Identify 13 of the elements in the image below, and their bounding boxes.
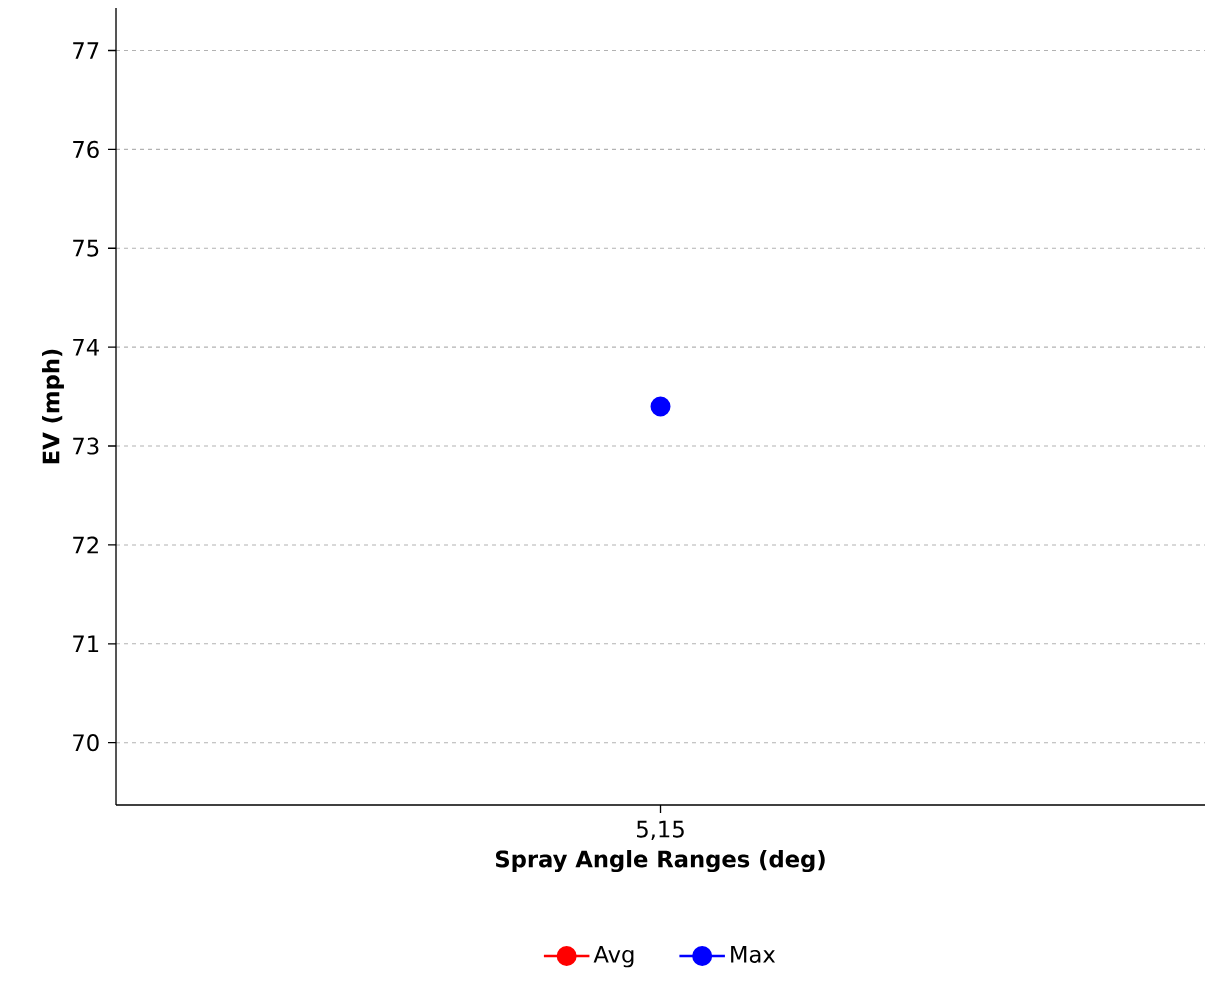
- y-tick-label: 77: [73, 42, 99, 59]
- y-tick-label: 74: [73, 338, 99, 356]
- y-tick-label: 70: [73, 734, 99, 752]
- y-tick-label: 72: [73, 536, 98, 554]
- y-tick-label: 75: [73, 239, 99, 257]
- y-axis-title: EV (mph): [42, 349, 64, 464]
- y-tick-label: 71: [73, 635, 99, 653]
- y-tick-label: 73: [73, 437, 99, 455]
- x-axis-title: Spray Angle Ranges (deg): [495, 850, 825, 873]
- legend-label: Max: [731, 946, 776, 963]
- y-tick-label: 76: [73, 140, 99, 158]
- x-tick-label: 5,15: [637, 820, 684, 840]
- legend-label: Avg: [593, 946, 634, 968]
